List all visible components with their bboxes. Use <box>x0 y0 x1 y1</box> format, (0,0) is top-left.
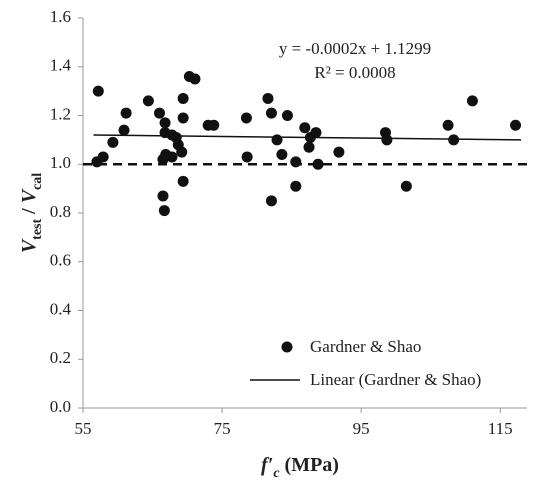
data-point <box>142 95 154 107</box>
legend-marker <box>281 341 293 353</box>
legend-label: Gardner & Shao <box>310 337 421 356</box>
r-squared: R² = 0.0008 <box>314 63 395 82</box>
y-tick-label: 0.2 <box>50 348 71 367</box>
data-point <box>510 119 522 131</box>
data-point <box>153 107 165 119</box>
x-axis-title: f′c (MPa) <box>261 454 339 481</box>
data-point <box>208 119 220 131</box>
data-point <box>262 92 274 104</box>
y-tick-label: 1.2 <box>50 104 71 123</box>
data-point <box>312 158 324 170</box>
y-axis-title-part: V <box>18 238 40 253</box>
y-axis-title-part: V <box>18 188 40 203</box>
y-axis-title-part: test <box>30 219 45 240</box>
y-tick-label: 1.6 <box>50 7 71 26</box>
data-point <box>107 136 119 148</box>
x-axis-title-part: c <box>273 466 280 481</box>
data-point <box>158 205 170 217</box>
data-point <box>271 134 283 146</box>
data-point <box>177 112 189 124</box>
data-point <box>241 151 253 163</box>
data-point <box>381 134 393 146</box>
data-point <box>240 112 252 124</box>
data-point <box>276 149 288 160</box>
data-point <box>442 119 454 131</box>
x-tick-label: 75 <box>214 419 231 438</box>
data-point <box>97 151 109 163</box>
data-point <box>177 175 189 187</box>
data-point <box>118 124 130 136</box>
data-point <box>176 146 188 158</box>
data-point <box>310 127 322 139</box>
y-axis-title-part: cal <box>30 173 45 190</box>
data-point <box>265 195 277 207</box>
legend-label: Linear (Gardner & Shao) <box>310 370 481 389</box>
y-tick-label: 1.4 <box>50 56 72 75</box>
y-axis-title: Vtest / Vcal <box>18 173 45 253</box>
data-point <box>333 146 345 158</box>
x-axis-title-part: f′ <box>261 454 273 476</box>
y-tick-label: 0.4 <box>50 299 72 318</box>
y-tick-label: 0.8 <box>50 202 71 221</box>
data-point <box>281 110 293 121</box>
x-tick-label: 115 <box>488 419 513 438</box>
data-point <box>189 73 201 85</box>
x-tick-label: 95 <box>353 419 370 438</box>
data-point <box>400 180 412 192</box>
data-point <box>166 151 178 163</box>
x-axis-title-part: (MPa) <box>280 454 339 476</box>
data-point <box>466 95 478 107</box>
data-point <box>157 190 169 202</box>
x-tick-label: 55 <box>75 419 92 438</box>
data-point <box>159 117 171 129</box>
y-axis-title-part: / <box>18 203 40 219</box>
y-tick-label: 0.0 <box>50 397 71 416</box>
data-point <box>92 85 104 97</box>
data-point <box>177 92 189 104</box>
y-tick-label: 1.0 <box>50 153 71 172</box>
data-point <box>290 156 302 168</box>
data-point <box>120 107 132 119</box>
data-point <box>299 122 311 134</box>
y-tick-label: 0.6 <box>50 251 71 270</box>
data-point <box>265 107 277 119</box>
data-point <box>303 141 315 153</box>
data-point <box>290 180 302 192</box>
equation: y = -0.0002x + 1.1299 <box>279 39 431 58</box>
data-point <box>448 134 460 146</box>
